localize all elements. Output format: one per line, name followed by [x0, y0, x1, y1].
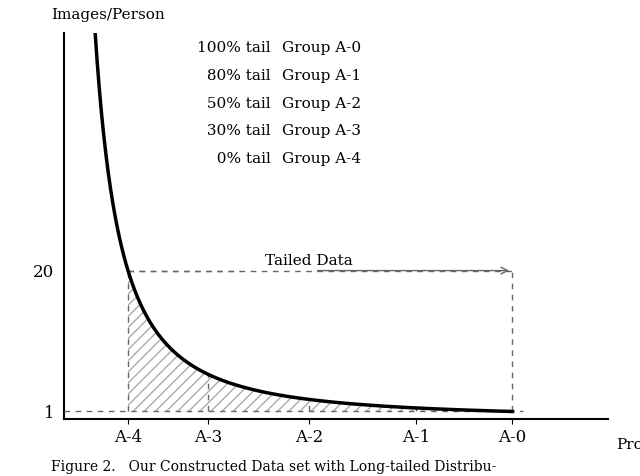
Text: 100% tail: 100% tail	[197, 41, 271, 55]
Text: Group A-4: Group A-4	[282, 152, 361, 166]
Text: Images/Person: Images/Person	[51, 8, 164, 22]
Text: Group A-2: Group A-2	[282, 97, 361, 110]
Text: Group A-1: Group A-1	[282, 69, 361, 83]
Text: 30% tail: 30% tail	[202, 124, 271, 139]
Text: Group A-0: Group A-0	[282, 41, 361, 55]
Text: Tailed Data: Tailed Data	[266, 254, 353, 268]
Text: Figure 2.   Our Constructed Data set with Long-tailed Distribu-: Figure 2. Our Constructed Data set with …	[51, 460, 497, 474]
Text: 50% tail: 50% tail	[202, 97, 271, 110]
Text: Group A-3: Group A-3	[282, 124, 360, 139]
Text: 80% tail: 80% tail	[202, 69, 271, 83]
Text: Proportion: Proportion	[616, 438, 640, 452]
Text: 0% tail: 0% tail	[207, 152, 271, 166]
